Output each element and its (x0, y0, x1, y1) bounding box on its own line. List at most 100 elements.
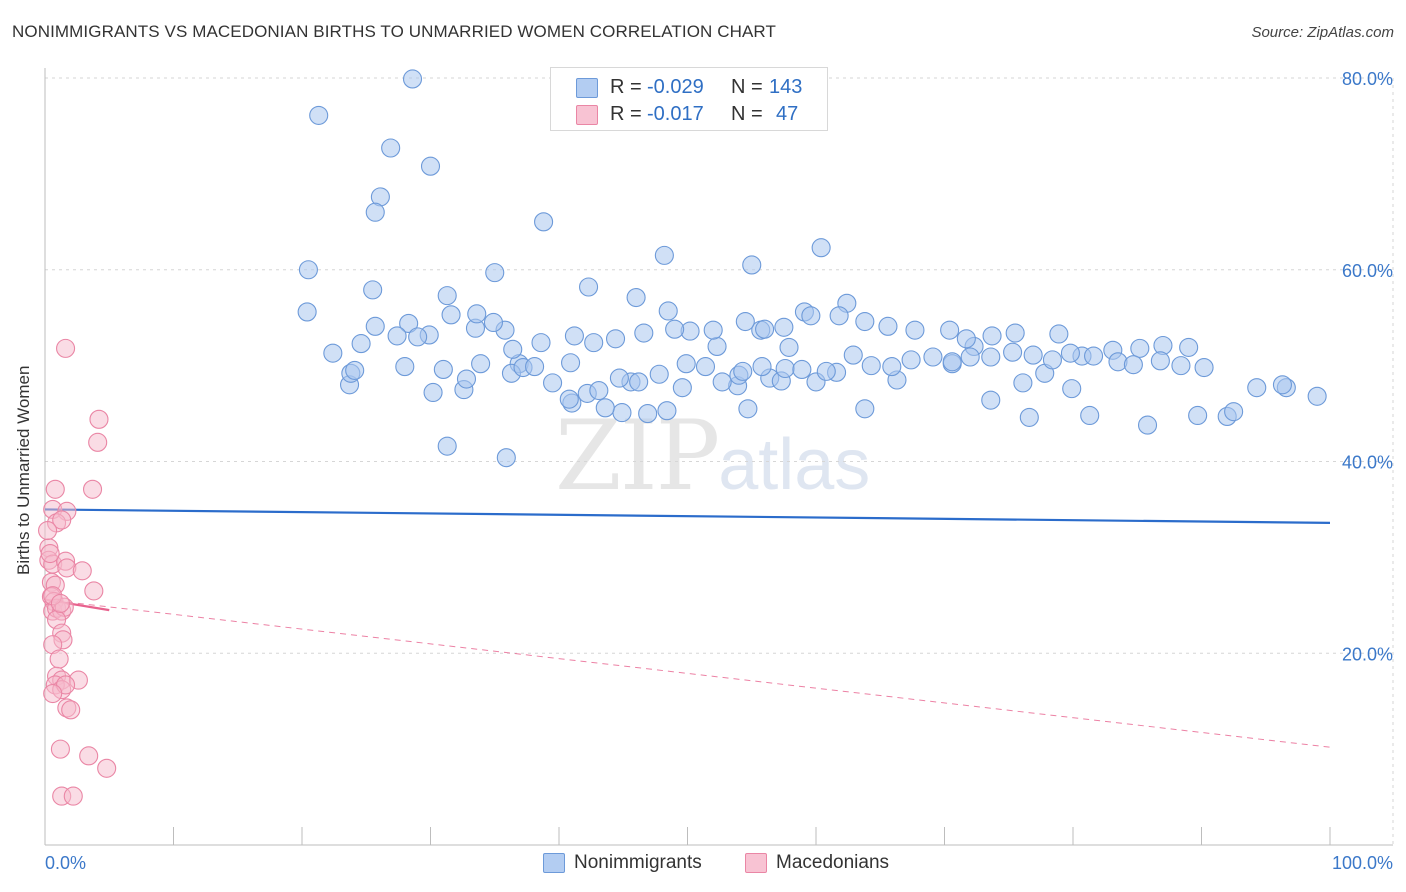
nonimmigrants-point (589, 381, 609, 401)
nonimmigrants-point (1019, 407, 1039, 427)
nonimmigrants-point (1049, 324, 1069, 344)
nonimmigrants-point (738, 399, 758, 419)
nonimmigrants-point (365, 202, 385, 222)
nonimmigrants-point (649, 364, 669, 384)
y-tick-label: 60.0% (1342, 261, 1393, 281)
macedonians-trend-extension (44, 599, 1331, 748)
nonimmigrants-point (309, 105, 329, 125)
nonimmigrants-point (531, 333, 551, 353)
nonimmigrants-point (1080, 405, 1100, 426)
nonimmigrants-point (503, 339, 523, 359)
macedonians-points (38, 338, 117, 806)
nonimmigrants-point (676, 354, 696, 374)
legend-r-label: R = (610, 103, 642, 125)
nonimmigrants-point (1272, 375, 1293, 395)
nonimmigrants-point (960, 347, 980, 367)
macedonians-swatch (745, 853, 767, 873)
nonimmigrants-point (534, 212, 554, 232)
nonimmigrants-point (1307, 386, 1327, 406)
nonimmigrants-point (1084, 346, 1104, 366)
nonimmigrants-point (672, 378, 692, 398)
nonimmigrants-trend-line (44, 508, 1331, 524)
macedonians-point (61, 700, 81, 720)
nonimmigrants-point (1060, 343, 1080, 363)
y-tick-label: 20.0% (1342, 644, 1393, 664)
nonimmigrants-point (363, 280, 383, 300)
nonimmigrants-point (399, 313, 419, 333)
nonimmigrants-point (1123, 355, 1143, 375)
y-axis-label: Births to Unmarried Women (14, 365, 33, 575)
nonimmigrants-point (956, 329, 976, 349)
nonimmigrants-point (775, 358, 795, 379)
nonimmigrants-point (1194, 357, 1214, 378)
nonimmigrants-point (638, 404, 658, 424)
nonimmigrants-point (779, 337, 799, 357)
nonimmigrants-point (351, 334, 371, 354)
trend-lines (44, 508, 1331, 748)
nonimmigrants-points (297, 69, 1327, 468)
nonimmigrants-point (1188, 405, 1208, 426)
macedonians-point (97, 758, 117, 778)
nonimmigrants-point (981, 347, 1001, 367)
nonimmigrants-point (982, 326, 1002, 346)
watermark: ZIPatlas (555, 400, 870, 512)
nonimmigrants-point (712, 372, 732, 392)
nonimmigrants-point (561, 353, 581, 373)
nonimmigrants-point (433, 359, 453, 380)
nonimmigrants-point (654, 245, 674, 265)
nonimmigrants-point (792, 359, 812, 380)
axes (44, 68, 1393, 846)
nonimmigrants-point (942, 352, 962, 372)
source-credit: Source: ZipAtlas.com (1251, 24, 1394, 41)
legend-r-value: -0.029 (647, 76, 704, 98)
nonimmigrants-point (471, 354, 491, 374)
nonimmigrants-point (855, 399, 875, 419)
nonimmigrants-point (612, 403, 632, 423)
nonimmigrants-point (1003, 342, 1023, 362)
nonimmigrants-point (1247, 378, 1267, 398)
legend-n-value: 47 (776, 103, 799, 125)
nonimmigrants-point (1062, 379, 1082, 399)
nonimmigrants-point (626, 288, 646, 308)
nonimmigrants-point (855, 311, 875, 332)
macedonians-point (72, 561, 92, 581)
bottom-legend-label: Nonimmigrants (574, 852, 702, 873)
macedonians-point (79, 746, 99, 766)
nonimmigrants-point (829, 306, 849, 326)
nonimmigrants-point (703, 320, 723, 340)
nonimmigrants-point (345, 360, 365, 380)
nonimmigrants-point (742, 255, 762, 275)
nonimmigrants-point (584, 333, 604, 353)
nonimmigrants-point (437, 436, 457, 456)
chart-title: NONIMMIGRANTS VS MACEDONIAN BIRTHS TO UN… (12, 22, 776, 41)
nonimmigrants-point (387, 326, 407, 346)
nonimmigrants-point (861, 356, 881, 376)
nonimmigrants-point (559, 389, 579, 409)
correlation-legend: R = -0.029 N = 143 R = -0.017 N = 47 (550, 67, 828, 131)
nonimmigrants-point (456, 369, 477, 389)
nonimmigrants-point (981, 390, 1001, 410)
nonimmigrants-point (525, 357, 545, 377)
nonimmigrants-point (882, 357, 902, 377)
nonimmigrants-point (1137, 415, 1158, 435)
nonimmigrants-point (595, 398, 615, 418)
macedonians-point (89, 409, 109, 429)
nonimmigrants-point (940, 320, 960, 340)
legend-n-label: N = (731, 76, 763, 98)
nonimmigrants-point (605, 329, 626, 349)
nonimmigrants-point (1013, 373, 1033, 393)
nonimmigrants-point (735, 311, 755, 332)
nonimmigrants-point (441, 305, 461, 325)
nonimmigrants-point (658, 301, 678, 321)
macedonians-point (82, 479, 103, 499)
macedonians-point (84, 581, 104, 601)
nonimmigrants-point (878, 316, 898, 336)
macedonians-point (50, 593, 70, 613)
nonimmigrants-point (733, 361, 753, 381)
nonimmigrants-point (657, 401, 677, 421)
legend-r-value: -0.017 (647, 103, 704, 125)
macedonians-point (40, 543, 60, 564)
grid-lines (45, 77, 1394, 845)
nonimmigrants-point (408, 327, 428, 347)
